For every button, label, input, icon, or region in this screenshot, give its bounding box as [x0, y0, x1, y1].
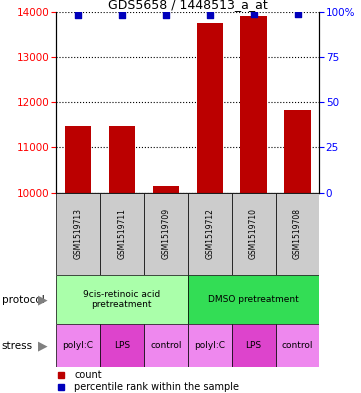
Text: GSM1519713: GSM1519713: [73, 208, 82, 259]
Bar: [56, 324, 100, 367]
Bar: [188, 275, 319, 324]
Text: GSM1519712: GSM1519712: [205, 208, 214, 259]
Point: [163, 12, 169, 18]
Text: 9cis-retinoic acid
pretreatment: 9cis-retinoic acid pretreatment: [83, 290, 160, 309]
Text: protocol: protocol: [2, 295, 44, 305]
Point: [119, 12, 125, 18]
Text: LPS: LPS: [114, 342, 130, 350]
Text: GSM1519711: GSM1519711: [117, 208, 126, 259]
Point: [207, 12, 213, 18]
Text: count: count: [74, 369, 102, 380]
Bar: [56, 193, 100, 275]
Bar: [153, 186, 179, 193]
Bar: [196, 23, 223, 193]
Title: GDS5658 / 1448513_a_at: GDS5658 / 1448513_a_at: [108, 0, 268, 11]
Text: ▶: ▶: [38, 293, 47, 306]
Point: [75, 12, 81, 18]
Bar: [188, 324, 232, 367]
Point: [295, 11, 300, 17]
Text: DMSO pretreatment: DMSO pretreatment: [208, 295, 299, 304]
Bar: [232, 324, 275, 367]
Bar: [100, 324, 144, 367]
Bar: [109, 126, 135, 193]
Bar: [144, 324, 188, 367]
Bar: [275, 324, 319, 367]
Text: control: control: [282, 342, 313, 350]
Bar: [100, 193, 144, 275]
Bar: [144, 193, 188, 275]
Text: LPS: LPS: [245, 342, 262, 350]
Bar: [240, 16, 267, 193]
Text: GSM1519710: GSM1519710: [249, 208, 258, 259]
Text: polyI:C: polyI:C: [62, 342, 93, 350]
Bar: [284, 110, 311, 193]
Bar: [188, 193, 232, 275]
Bar: [232, 193, 275, 275]
Text: ▶: ▶: [38, 339, 47, 353]
Text: control: control: [150, 342, 182, 350]
Text: GSM1519708: GSM1519708: [293, 208, 302, 259]
Text: polyI:C: polyI:C: [194, 342, 225, 350]
Point: [251, 11, 257, 17]
Text: percentile rank within the sample: percentile rank within the sample: [74, 382, 239, 392]
Text: stress: stress: [2, 341, 33, 351]
Bar: [275, 193, 319, 275]
Bar: [56, 275, 188, 324]
Bar: [65, 126, 91, 193]
Text: GSM1519709: GSM1519709: [161, 208, 170, 259]
